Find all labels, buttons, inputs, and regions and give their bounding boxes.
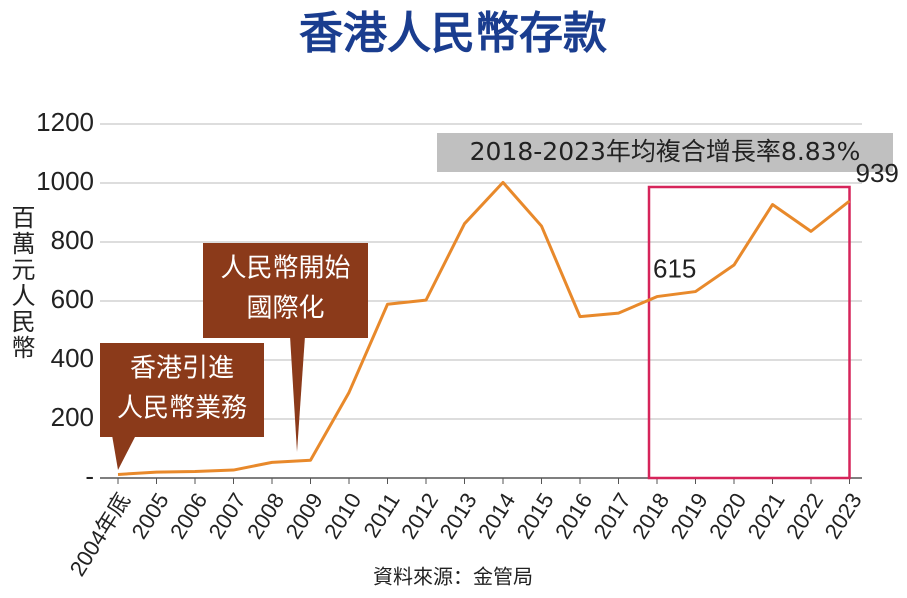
chart-title: 香港人民幣存款 — [299, 8, 607, 59]
x-tick-label: 2019 — [666, 488, 713, 543]
x-tick-label: 2004年底 — [65, 488, 135, 580]
source: 資料來源：金管局 — [373, 565, 533, 589]
annotation-box — [437, 133, 893, 172]
x-tick-label: 2020 — [704, 488, 751, 543]
data-label: 939 — [856, 158, 899, 188]
callout-text: 香港引進 — [130, 354, 234, 384]
x-tick-label: 2017 — [589, 488, 636, 543]
x-tick-label: 2013 — [435, 488, 482, 543]
callout-text: 人民幣開始 — [220, 254, 350, 284]
callout-pointer — [112, 435, 136, 470]
x-tick-label: 2022 — [781, 488, 828, 543]
callout-text: 人民幣業務 — [117, 394, 247, 424]
callout-box — [100, 343, 264, 437]
annotation: 2018-2023年均複合增長率8.83% — [470, 137, 861, 166]
x-tick-label: 2023 — [820, 488, 867, 543]
highlight-box — [647, 185, 851, 480]
callout-text: 國際化 — [246, 294, 324, 324]
x-tick-label: 2021 — [743, 488, 790, 543]
x-tick-label: 2005 — [127, 488, 174, 543]
data-line — [117, 180, 851, 476]
x-tick-label: 2016 — [550, 488, 597, 543]
x-tick-label: 2014 — [473, 488, 520, 543]
y-tick-label: - — [85, 461, 94, 491]
x-tick-label: 2010 — [319, 488, 366, 543]
x-tick-label: 2007 — [204, 488, 251, 543]
x-tick-label: 2012 — [396, 488, 443, 543]
y-axis-title: 百萬元人民幣 — [7, 205, 35, 361]
data-label: 615 — [653, 253, 696, 283]
callout-pointer — [290, 336, 305, 452]
callout-box — [203, 243, 368, 338]
y-tick-label: 1000 — [36, 166, 94, 196]
y-tick-label: 800 — [51, 225, 94, 255]
x-tick-label: 2009 — [281, 488, 328, 543]
y-tick-label: 200 — [51, 402, 94, 432]
y-tick-label: 1200 — [36, 107, 94, 137]
x-tick-label: 2015 — [512, 488, 559, 543]
x-tick-label: 2011 — [358, 488, 404, 541]
y-tick-label: 600 — [51, 284, 94, 314]
x-tick-label: 2006 — [165, 488, 212, 543]
y-tick-label: 400 — [51, 343, 94, 373]
x-tick-label: 2018 — [627, 488, 674, 543]
x-tick-label: 2008 — [242, 488, 289, 543]
